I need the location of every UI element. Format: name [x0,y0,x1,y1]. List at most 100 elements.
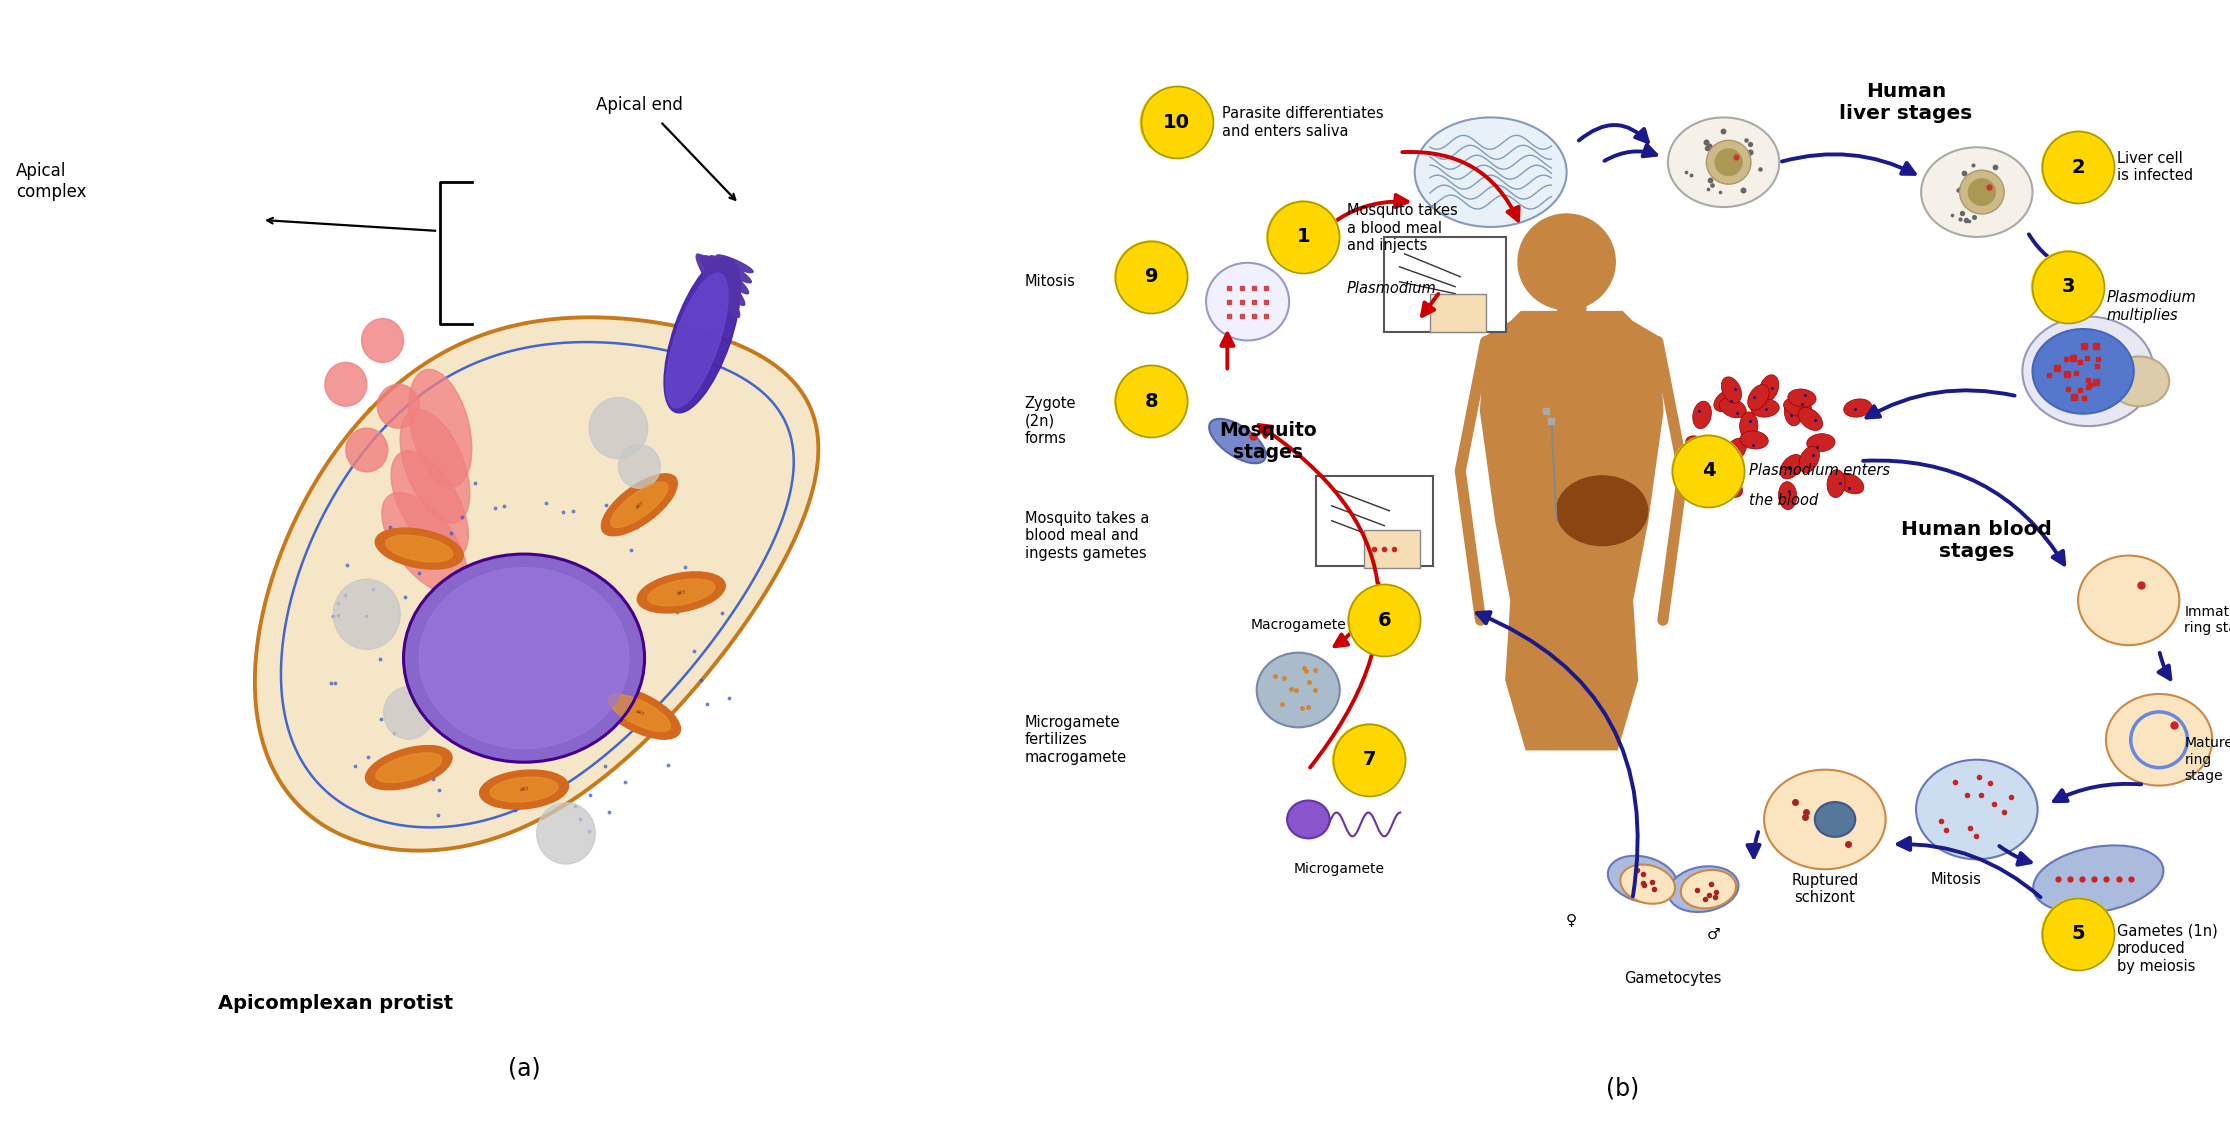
Circle shape [384,687,435,739]
Text: 5: 5 [2072,924,2085,944]
Ellipse shape [1621,865,1675,904]
Ellipse shape [709,256,752,283]
Circle shape [2043,131,2114,203]
Circle shape [589,397,647,459]
Circle shape [1140,87,1213,159]
Ellipse shape [1826,470,1844,497]
Ellipse shape [1699,469,1726,487]
Text: Plasmodium: Plasmodium [1347,281,1436,297]
Ellipse shape [1715,389,1739,412]
Text: Macrogamete: Macrogamete [1251,618,1347,632]
Text: 6: 6 [1378,610,1392,630]
Text: Human blood
stages: Human blood stages [1902,520,2052,561]
Text: Parasite differentiates
and enters saliva: Parasite differentiates and enters saliv… [1222,106,1385,138]
Text: the blood: the blood [1748,493,1817,508]
Ellipse shape [1748,385,1768,411]
Ellipse shape [1668,866,1739,912]
Ellipse shape [705,256,749,294]
Ellipse shape [1681,461,1704,486]
Text: 7: 7 [1363,750,1376,769]
Ellipse shape [1916,760,2038,859]
Ellipse shape [1788,389,1815,407]
Circle shape [332,580,401,649]
Text: 3: 3 [2061,277,2074,297]
Ellipse shape [1258,653,1340,727]
Ellipse shape [1780,482,1797,510]
Ellipse shape [381,493,466,593]
Ellipse shape [1287,801,1329,839]
Text: 8: 8 [1144,391,1157,411]
Ellipse shape [1557,476,1648,545]
Text: 9: 9 [1144,267,1157,286]
Text: Zygote
(2n)
forms: Zygote (2n) forms [1026,396,1077,446]
Circle shape [2032,251,2105,323]
Ellipse shape [2110,356,2170,406]
Ellipse shape [1784,398,1802,426]
Text: Mitosis: Mitosis [1026,274,1075,289]
Circle shape [1334,723,1405,795]
Ellipse shape [1797,407,1822,430]
Ellipse shape [375,528,464,569]
Text: akl: akl [633,709,644,717]
Ellipse shape [1739,412,1757,439]
Polygon shape [254,317,818,851]
Text: Liver cell
is infected: Liver cell is infected [2116,151,2192,184]
Ellipse shape [1668,118,1780,207]
Text: Mosquito
stages: Mosquito stages [1220,421,1316,462]
Text: akl: akl [676,589,687,596]
Ellipse shape [665,257,740,413]
Text: ♀: ♀ [1565,912,1577,926]
Ellipse shape [696,254,740,317]
Circle shape [618,445,660,488]
Ellipse shape [479,770,569,809]
Ellipse shape [1920,147,2032,237]
Ellipse shape [1209,419,1267,463]
Ellipse shape [647,578,716,606]
Circle shape [537,803,595,864]
Text: 2: 2 [2072,157,2085,177]
Circle shape [1706,140,1751,184]
Text: Gametocytes: Gametocytes [1623,971,1722,986]
Text: Apical end: Apical end [595,96,682,114]
Ellipse shape [408,370,473,487]
Ellipse shape [1780,454,1802,479]
Ellipse shape [598,687,680,739]
Ellipse shape [2078,556,2179,645]
Ellipse shape [611,483,669,527]
Ellipse shape [2034,845,2163,913]
Circle shape [1519,215,1615,309]
Text: Immature
ring stage: Immature ring stage [2185,605,2230,636]
Text: akl: akl [520,786,529,793]
Circle shape [2043,898,2114,970]
Ellipse shape [1844,399,1871,418]
Text: 4: 4 [1701,461,1715,480]
Text: Microgamete: Microgamete [1293,863,1385,876]
Ellipse shape [1724,438,1746,463]
Circle shape [1967,178,1996,207]
Ellipse shape [1686,462,1708,488]
Text: Mature
ring
stage: Mature ring stage [2185,736,2230,783]
Text: Ruptured
schizont: Ruptured schizont [1791,873,1858,905]
Ellipse shape [1719,398,1746,418]
Ellipse shape [1681,869,1735,908]
Ellipse shape [716,254,754,273]
Ellipse shape [1764,770,1887,869]
Ellipse shape [1690,447,1719,466]
Circle shape [361,318,404,363]
Ellipse shape [390,451,468,559]
Text: Mitosis: Mitosis [1931,872,1982,887]
Ellipse shape [1815,802,1855,836]
Text: 1: 1 [1296,227,1309,246]
Text: ♂: ♂ [1706,926,1719,942]
Ellipse shape [1800,446,1820,472]
Ellipse shape [1690,459,1715,480]
Ellipse shape [1739,431,1768,448]
Ellipse shape [1414,118,1568,227]
Ellipse shape [1784,397,1811,416]
FancyBboxPatch shape [1429,293,1485,332]
Ellipse shape [1806,434,1835,452]
Ellipse shape [399,410,471,523]
Ellipse shape [366,745,453,790]
Text: Gametes (1n)
produced
by meiosis: Gametes (1n) produced by meiosis [2116,924,2217,973]
Ellipse shape [419,568,629,748]
